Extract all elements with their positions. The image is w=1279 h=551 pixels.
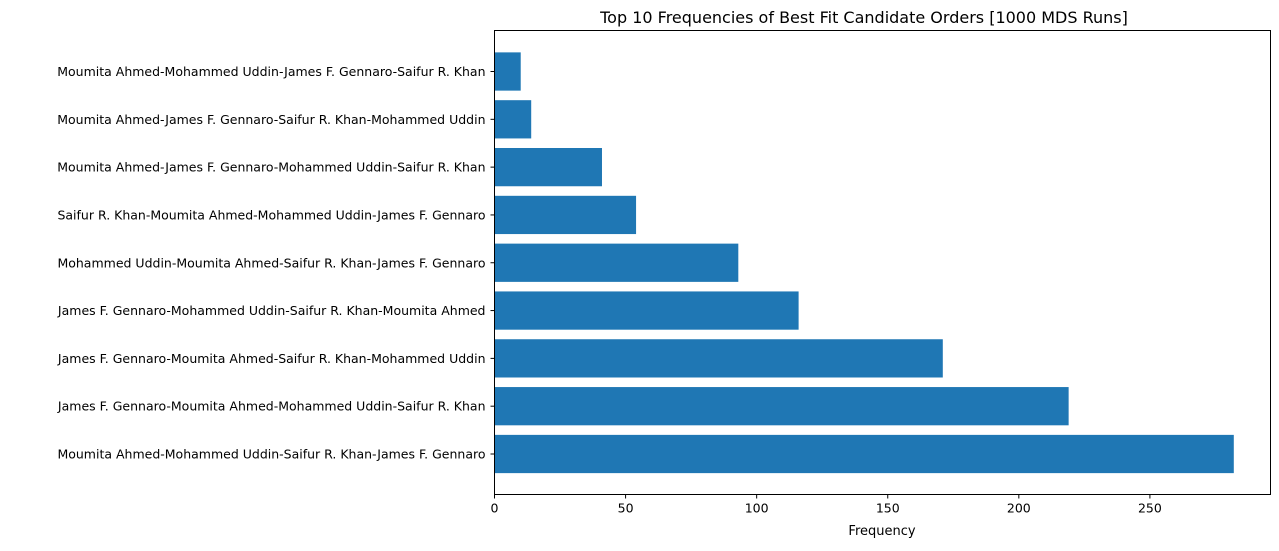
bar	[494, 243, 739, 282]
y-tick-label: Moumita Ahmed-James F. Gennaro-Mohammed …	[57, 160, 485, 175]
bar	[494, 100, 532, 139]
x-tick-label: 50	[618, 501, 634, 516]
bar	[494, 291, 799, 330]
y-axis-ticks: Moumita Ahmed-Mohammed Uddin-Saifur R. K…	[57, 64, 495, 462]
y-tick-label: Saifur R. Khan-Moumita Ahmed-Mohammed Ud…	[57, 207, 485, 222]
y-tick-label: Moumita Ahmed-James F. Gennaro-Saifur R.…	[57, 112, 485, 127]
plot-frame	[494, 30, 1271, 495]
x-tick-label: 200	[1007, 501, 1031, 516]
y-tick-label: James F. Gennaro-Mohammed Uddin-Saifur R…	[57, 303, 486, 318]
y-tick-label: James F. Gennaro-Moumita Ahmed-Saifur R.…	[57, 351, 486, 366]
x-axis-label: Frequency	[848, 524, 915, 539]
bar	[494, 387, 1069, 426]
bar	[494, 148, 602, 187]
chart-title: Top 10 Frequencies of Best Fit Candidate…	[599, 8, 1128, 27]
x-tick-label: 250	[1138, 501, 1162, 516]
y-tick-label: Moumita Ahmed-Mohammed Uddin-Saifur R. K…	[57, 447, 485, 462]
bar	[494, 195, 637, 235]
x-tick-label: 0	[491, 501, 499, 516]
y-tick-label: Moumita Ahmed-Mohammed Uddin-James F. Ge…	[57, 64, 485, 79]
y-tick-label: Mohammed Uddin-Moumita Ahmed-Saifur R. K…	[57, 255, 485, 270]
bar	[494, 339, 943, 378]
bar	[494, 434, 1234, 474]
bars-layer	[494, 52, 1234, 474]
x-tick-label: 150	[876, 501, 900, 516]
x-axis-ticks: 0 50 100 150 200 250	[491, 494, 1162, 516]
bar	[494, 52, 521, 91]
y-tick-label: James F. Gennaro-Moumita Ahmed-Mohammed …	[57, 399, 486, 414]
x-tick-label: 100	[745, 501, 769, 516]
